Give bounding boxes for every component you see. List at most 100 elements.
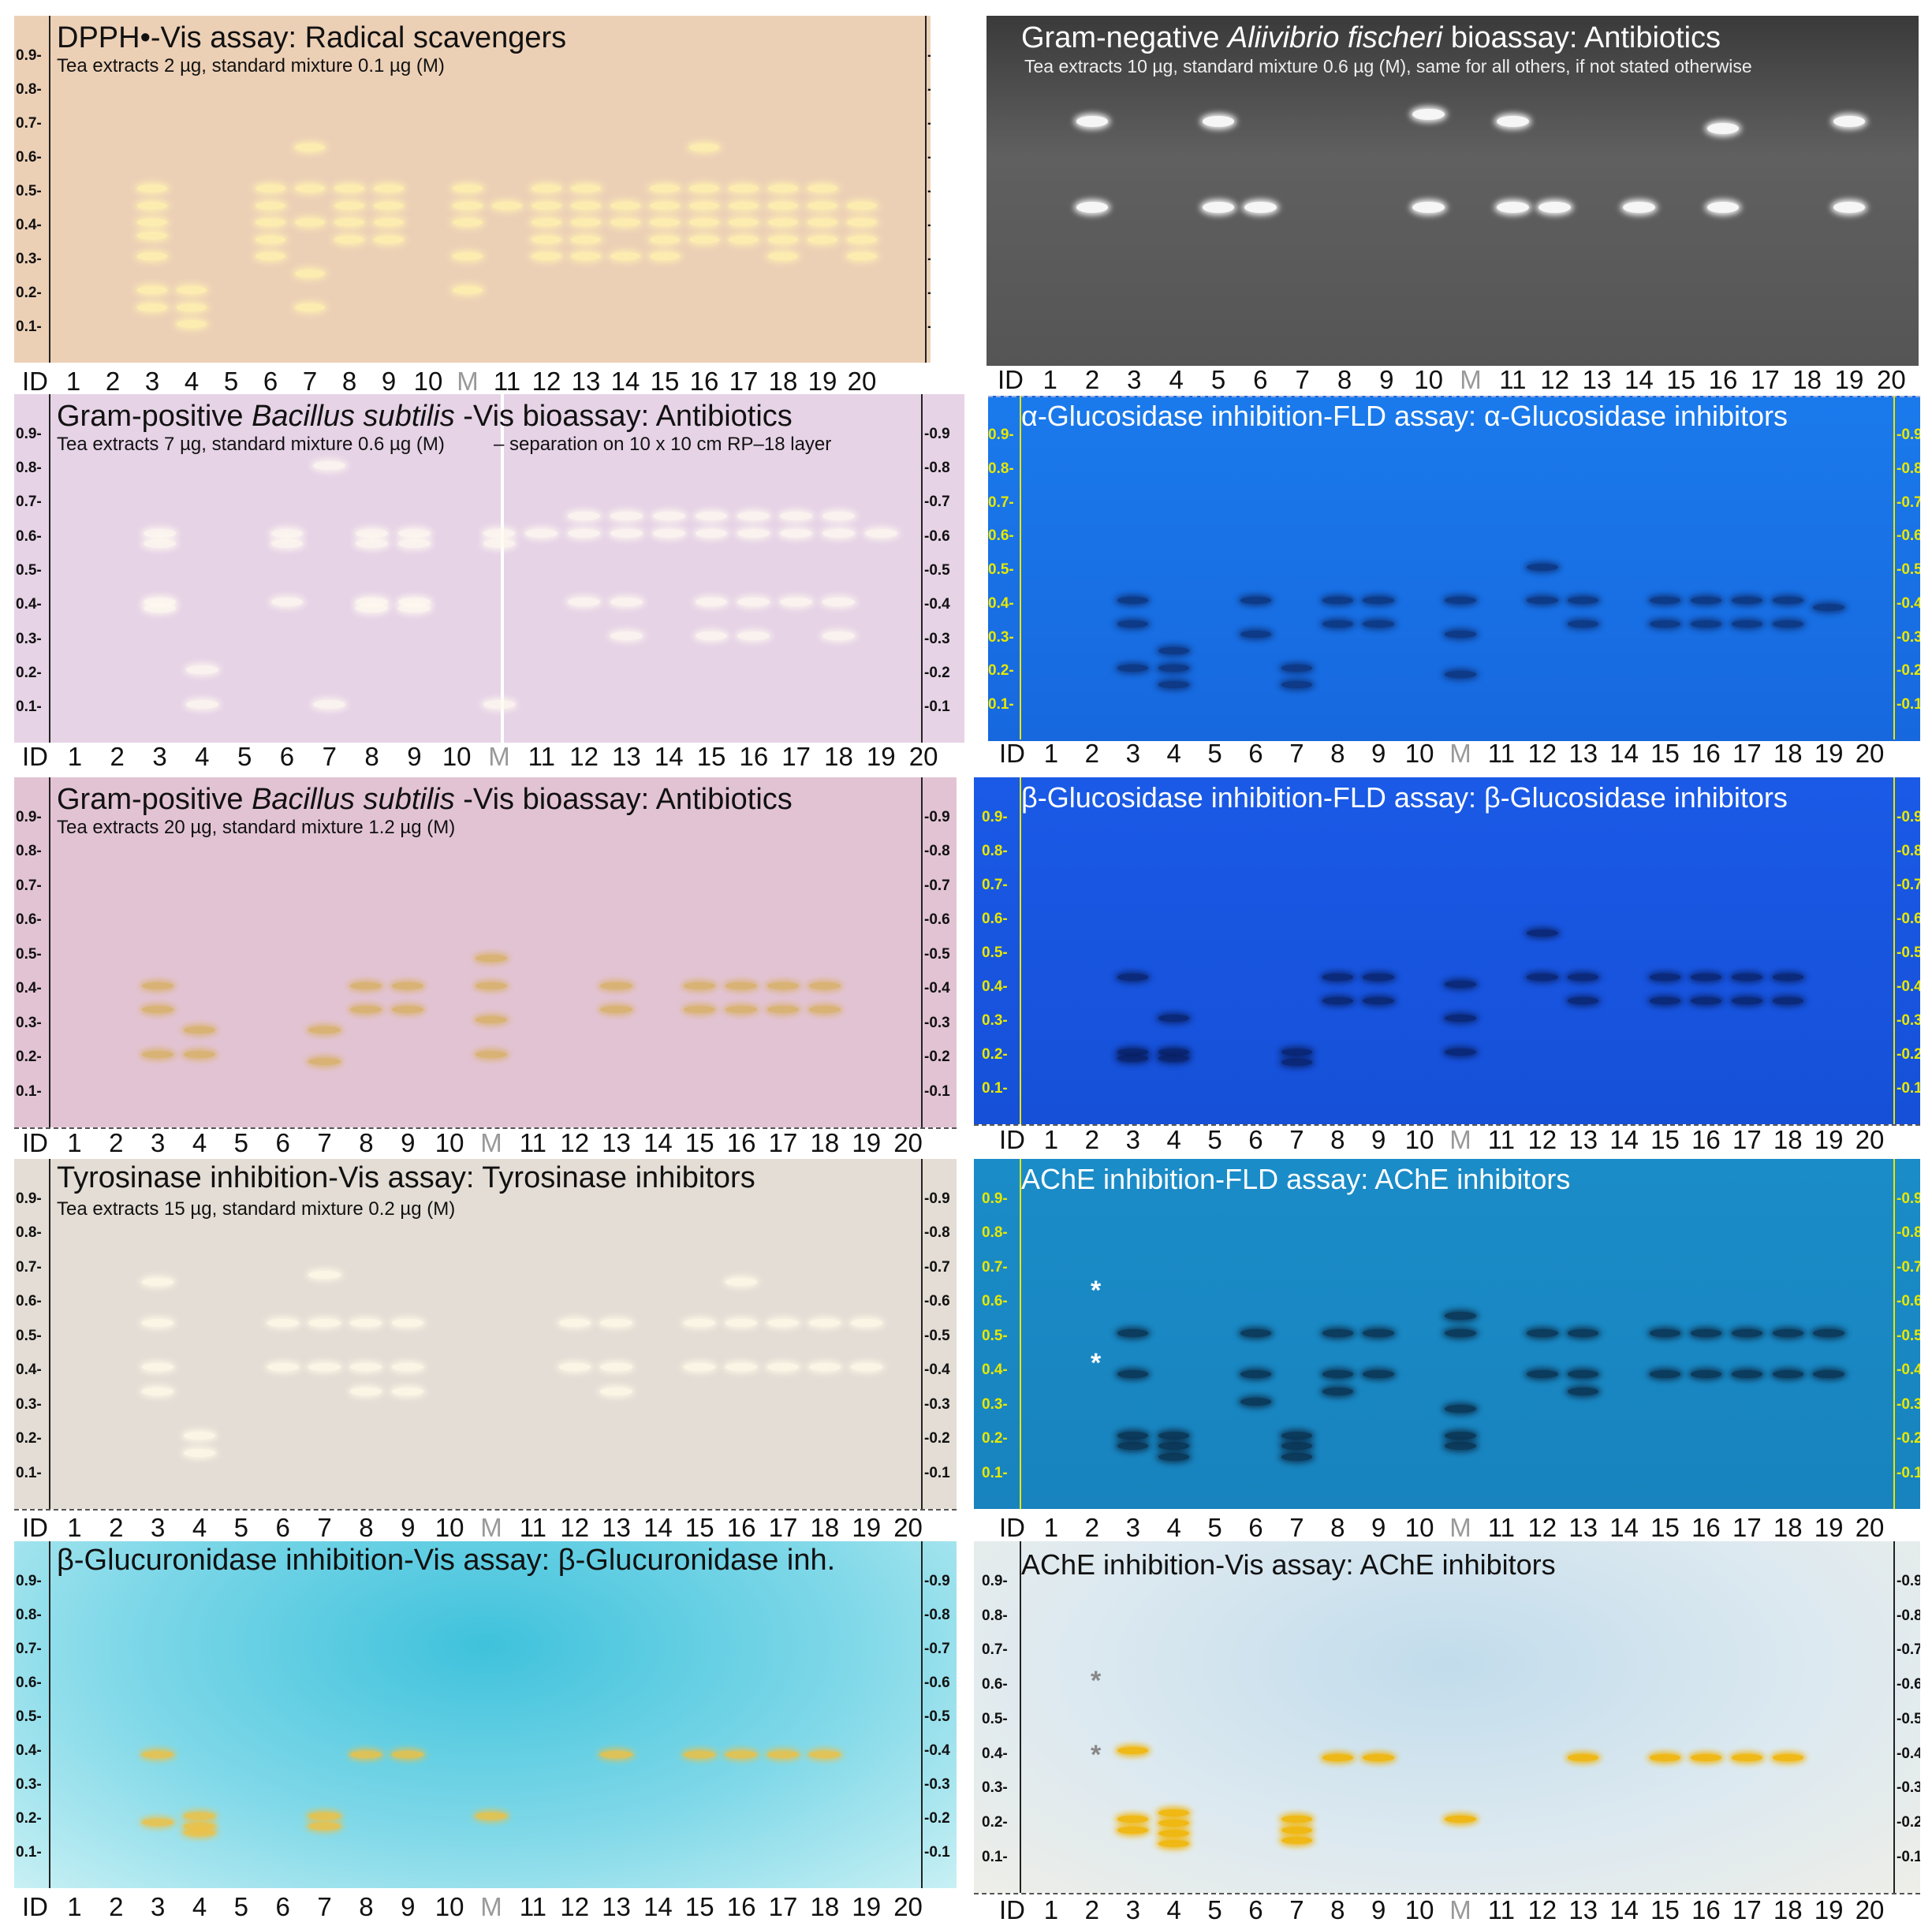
tlc-band (144, 604, 176, 613)
lane-label: 7 (322, 742, 337, 771)
rf-tick-label: -0.5 (927, 184, 931, 199)
lane-label: 13 (1568, 1895, 1598, 1924)
tlc-band (1240, 1370, 1272, 1379)
lane-label: 9 (381, 367, 397, 396)
rf-tick-label: 0.1- (982, 1080, 1008, 1097)
tlc-band (610, 597, 643, 606)
panel-title: Tyrosinase inhibition-Vis assay: Tyrosin… (57, 1161, 755, 1194)
rf-tick-label: 0.2- (982, 1813, 1008, 1831)
tlc-band (1445, 1442, 1476, 1451)
lane-label: 18 (768, 367, 798, 396)
tlc-band (1706, 122, 1740, 134)
tlc-band (1567, 1370, 1599, 1379)
tlc-band (350, 1006, 382, 1014)
lane-label: 1 (1043, 1125, 1059, 1154)
tlc-band (1158, 1442, 1190, 1451)
panel-subtitle: Tea extracts 2 µg, standard mixture 0.1 … (57, 55, 445, 76)
rf-tick-label: 0.1- (16, 319, 42, 336)
tlc-band (1117, 1370, 1149, 1379)
rf-tick-label: 0.7- (16, 114, 42, 132)
tlc-band (255, 184, 285, 192)
lane-label: 11 (1487, 739, 1516, 768)
lane-label: 17 (1732, 1895, 1762, 1924)
rf-tick-label: -0.6 (924, 527, 950, 545)
tlc-band (558, 1318, 591, 1327)
tlc-band (183, 1829, 216, 1837)
rf-tick-label: -0.7 (924, 877, 950, 894)
tlc-band (650, 218, 680, 227)
tlc-band (255, 252, 285, 261)
rf-axis-right: -0.9 -0.8 -0.7 -0.6 -0.5 -0.4 -0.3 -0.2 -0.1 (1889, 1541, 1920, 1893)
asterisk-marker: * (1091, 1666, 1102, 1696)
tlc-band (531, 235, 561, 244)
tlc-band (1363, 973, 1394, 981)
lane-label: 5 (1210, 365, 1226, 394)
tlc-band (847, 252, 877, 261)
tlc-band (1731, 1753, 1763, 1761)
lane-label: 2 (1084, 1895, 1100, 1924)
tlc-band (766, 1006, 800, 1014)
tlc-band (652, 529, 685, 538)
rf-axis-left-line (1020, 777, 1021, 1124)
rf-axis-left-line (49, 394, 50, 743)
panel-subtitle: Tea extracts 7 µg, standard mixture 0.6 … (57, 434, 445, 455)
lane-label: M (480, 1128, 502, 1157)
rf-tick-label: -0.3 (1897, 1395, 1920, 1413)
tlc-band (144, 597, 176, 606)
lane-label: 13 (1568, 1125, 1598, 1154)
lane-label: 12 (569, 742, 599, 771)
lane-label: 20 (908, 742, 938, 771)
tlc-band (1281, 1816, 1313, 1824)
lane-label: 15 (684, 1513, 714, 1542)
lane-label: 6 (1248, 1125, 1263, 1154)
plate-image (987, 16, 1919, 366)
lane-label: 7 (1295, 365, 1310, 394)
lane-label: 18 (1773, 739, 1803, 768)
lane-labels: ID 1 2 3 4 5 6 7 8 9 10 M 11 12 13 14 15 16 17 18 19 20 (14, 364, 931, 396)
tlc-band (689, 218, 719, 227)
plate-image (974, 1541, 1920, 1893)
tlc-band (183, 1822, 216, 1830)
tlc-band (308, 1318, 341, 1327)
lane-label: 9 (1371, 1125, 1386, 1154)
lane-label: 4 (192, 1892, 207, 1921)
lane-label: 19 (1814, 1125, 1844, 1154)
rf-axis-right: -0.9 -0.8 -0.7 -0.6 -0.5 -0.4 -0.3 -0.2 -0.1 (1889, 396, 1920, 739)
tlc-band (780, 512, 813, 521)
tlc-band (475, 955, 508, 963)
tlc-band (1281, 1452, 1313, 1461)
tlc-band (270, 539, 304, 549)
rf-tick-label: 0.2- (16, 664, 42, 681)
tlc-band (267, 1363, 299, 1372)
rf-axis-left: 0.9- 0.8- 0.7- 0.6- 0.5- 0.4- 0.3- 0.2- 0.1- (988, 396, 1018, 739)
tlc-band (729, 235, 759, 244)
tlc-band (1117, 1432, 1149, 1440)
tlc-band (397, 529, 431, 538)
rf-tick-label: -0.6 (1897, 1676, 1920, 1693)
rf-axis-right-line (1893, 777, 1895, 1124)
tlc-band (137, 286, 167, 295)
rf-tick-label: 0.1- (16, 1082, 42, 1100)
tlc-band (684, 1318, 716, 1327)
rf-tick-label: 0.6- (982, 910, 1008, 927)
lane-label: 9 (1371, 739, 1386, 768)
tlc-band (768, 218, 798, 227)
lane-label: 9 (401, 1892, 416, 1921)
tlc-band (374, 201, 404, 210)
panel-alpha-glucosidase: α-Glucosidase inhibition-FLD assay: α-Gl… (988, 396, 1920, 780)
lane-label: 19 (852, 1892, 882, 1921)
tlc-band (1731, 997, 1763, 1005)
lane-label: 1 (67, 1892, 82, 1921)
tlc-band (397, 539, 431, 549)
tlc-band (1240, 597, 1272, 605)
tlc-band (1731, 1370, 1763, 1379)
tlc-band (392, 982, 424, 989)
rf-tick-label: 0.9- (16, 425, 42, 442)
rf-tick-label: 0.1- (16, 699, 42, 716)
tlc-band (1117, 973, 1149, 981)
tlc-band (492, 201, 522, 210)
tlc-band (684, 982, 716, 989)
tlc-band (1117, 664, 1149, 672)
tlc-band (571, 184, 601, 192)
rf-axis-right: -0.9 -0.8 -0.7 -0.6 -0.5 -0.4 -0.3 -0.2 -0.1 (1889, 777, 1920, 1124)
